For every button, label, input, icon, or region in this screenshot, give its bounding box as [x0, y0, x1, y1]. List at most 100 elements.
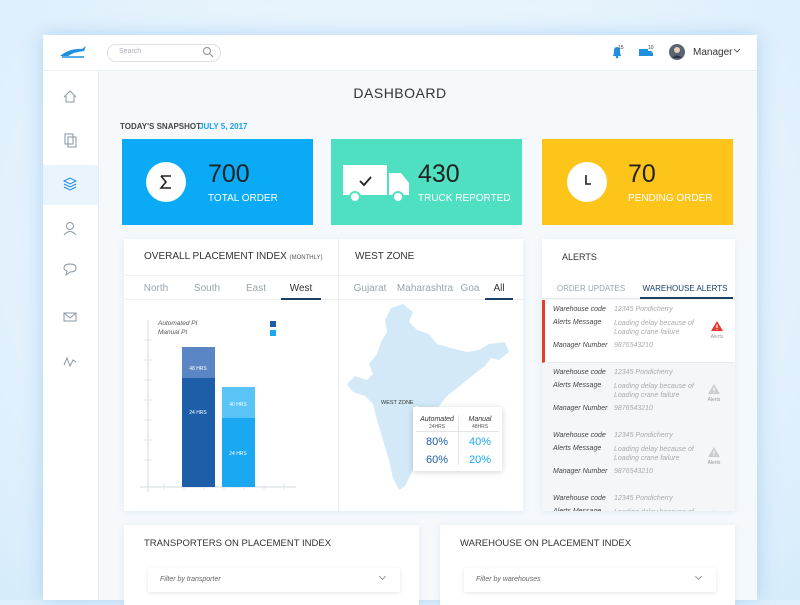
map-label: WEST ZONE — [381, 400, 414, 406]
message-count: 10 — [648, 45, 654, 51]
tab[interactable]: North — [143, 283, 169, 294]
popup-value: 80% — [425, 436, 449, 448]
tab[interactable]: Gujarat — [353, 283, 387, 294]
sidebar-icons[interactable] — [43, 70, 98, 380]
divider — [416, 431, 499, 432]
alert-message: Loading delay because of Loading crane f… — [614, 320, 694, 336]
bottom-panel — [440, 525, 735, 605]
stat-value: 700 — [208, 160, 250, 188]
alert-icon — [708, 447, 720, 457]
legend-label: Manual PI — [158, 329, 188, 336]
tab[interactable]: ORDER UPDATES — [556, 284, 626, 293]
bar-label: 24 HRS — [229, 451, 247, 457]
popup-header: Automated — [420, 416, 454, 423]
period: (MONTHLY) — [289, 255, 323, 261]
tab[interactable]: WAREHOUSE ALERTS — [642, 284, 728, 293]
bell-icon[interactable] — [610, 45, 624, 59]
warehouse-code: 12345 Pondicherry — [614, 432, 673, 439]
filter-dropdown[interactable] — [148, 568, 400, 592]
field-label: Manager Number — [553, 405, 608, 412]
tab[interactable]: All — [493, 283, 505, 294]
filter-placeholder: Filter by transporter — [160, 576, 221, 583]
alert-icon — [708, 384, 720, 394]
tab[interactable]: Maharashtra — [396, 283, 454, 294]
popup-subheader: 24HRS — [428, 424, 446, 430]
divider — [542, 298, 735, 299]
avatar[interactable] — [669, 44, 685, 60]
tab[interactable]: Goa — [460, 283, 480, 294]
warehouse-code: 12345 Pondicherry — [614, 369, 673, 376]
search-icon[interactable] — [202, 46, 214, 58]
tab-underline — [640, 297, 733, 299]
alert-message: Loading delay because of Loading crane f… — [614, 446, 694, 462]
field-label: Warehouse code — [553, 495, 606, 502]
india-map — [347, 304, 509, 490]
alert-icon-label: Alerts — [707, 460, 721, 466]
notification-count: 15 — [618, 45, 624, 51]
field-label: Warehouse code — [553, 369, 606, 376]
panel-title: ALERTS — [562, 252, 597, 262]
manager-number: 9876543210 — [614, 405, 653, 412]
divider — [458, 415, 459, 465]
field-label: Manager Number — [553, 342, 608, 349]
alert-message: Loading delay because of Loading crane f… — [614, 383, 694, 399]
zone-popup — [413, 407, 502, 471]
manager-number: 9876543210 — [614, 468, 653, 475]
alert-item[interactable]: Warehouse code Alerts Message Manager Numb… — [542, 363, 735, 427]
popup-subheader: 48HRS — [471, 424, 489, 430]
alert-icon — [711, 321, 723, 331]
active-nav-bg — [43, 165, 98, 205]
alert-item[interactable]: Warehouse code Alerts Message Manager Numb… — [542, 300, 735, 363]
alert-message: Loading delay because of Loading crane f… — [614, 508, 698, 511]
filter-placeholder: Filter by warehouses — [476, 576, 541, 583]
divider — [124, 275, 523, 276]
tab[interactable]: East — [245, 283, 267, 294]
user-name[interactable]: Manager — [693, 47, 733, 58]
field-label: Alerts Message — [553, 508, 601, 511]
page-title: DASHBOARD — [353, 85, 447, 101]
popup-header: Manual — [468, 416, 492, 423]
legend-label: Automated PI — [158, 320, 198, 327]
filter-dropdown[interactable] — [464, 568, 716, 592]
search-box[interactable] — [107, 44, 221, 62]
warehouse-code: 12345 Pondicherry — [614, 495, 673, 502]
divider — [43, 70, 757, 71]
field-label: Alerts Message — [553, 319, 602, 326]
popup-value: 60% — [425, 454, 449, 466]
popup-value: 40% — [468, 436, 492, 448]
search-placeholder: Search — [119, 48, 142, 55]
bar-chart — [140, 320, 296, 492]
field-label: Manager Number — [553, 468, 608, 475]
bar-label: 24 HRS — [189, 410, 207, 416]
alert-icon-label: Alerts — [707, 397, 721, 403]
bar-label: 48 HRS — [189, 366, 207, 372]
field-label: Warehouse code — [553, 432, 606, 439]
tab-underline — [281, 298, 321, 300]
truck-icon[interactable] — [638, 46, 654, 58]
tab[interactable]: South — [193, 283, 221, 294]
alerts-panel: Warehouse code Alerts Message Manager Numb… — [542, 239, 735, 511]
stat-value: 70 — [628, 160, 656, 188]
alert-icon — [713, 510, 715, 511]
stat-label: PENDING ORDER — [628, 193, 713, 204]
field-label: Alerts Message — [553, 382, 602, 389]
panel-title: OVERALL PLACEMENT INDEX (MONTHLY) — [144, 251, 323, 262]
bar-label: 40 HRS — [229, 402, 247, 408]
tab[interactable]: West — [289, 283, 313, 294]
stat-label: TRUCK REPORTED — [418, 193, 511, 204]
divider — [124, 299, 523, 300]
stat-value: 430 — [418, 160, 460, 188]
tab-underline — [485, 298, 513, 300]
clock-icon — [567, 162, 607, 202]
divider — [338, 239, 339, 511]
bottom-panel — [124, 525, 419, 605]
divider — [98, 71, 99, 600]
panel-title: TRANSPORTERS ON PLACEMENT INDEX — [144, 538, 332, 549]
snapshot-date: JULY 5, 2017 — [199, 122, 248, 131]
alert-icon-label: Alerts — [710, 334, 724, 340]
field-label: Warehouse code — [553, 306, 606, 313]
chevron[interactable] — [733, 48, 741, 54]
